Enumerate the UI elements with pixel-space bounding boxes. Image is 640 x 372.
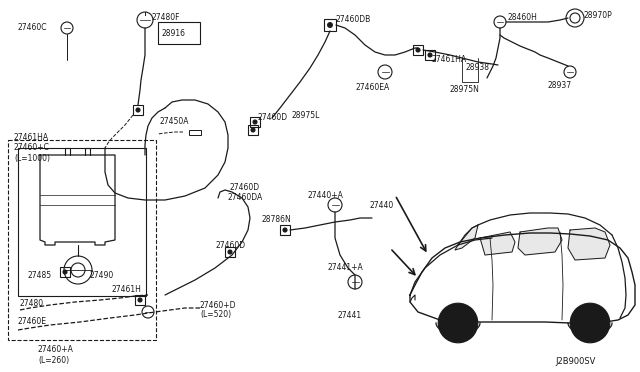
Polygon shape <box>568 228 610 260</box>
Circle shape <box>428 53 432 57</box>
Bar <box>18 148 146 296</box>
Circle shape <box>579 312 601 334</box>
Text: 27460C: 27460C <box>18 23 47 32</box>
Bar <box>135 295 145 305</box>
Text: 27461H: 27461H <box>112 285 142 295</box>
Circle shape <box>251 128 255 132</box>
Text: 27460DB: 27460DB <box>336 16 371 25</box>
Text: 27460DA: 27460DA <box>228 193 263 202</box>
Bar <box>225 247 235 257</box>
Text: 28916: 28916 <box>162 29 186 38</box>
Bar <box>60 267 70 277</box>
Text: 27460+C: 27460+C <box>14 144 50 153</box>
Text: 27440+A: 27440+A <box>308 192 344 201</box>
Text: 28970P: 28970P <box>584 10 612 19</box>
Text: 27460E: 27460E <box>18 317 47 327</box>
Bar <box>413 45 423 55</box>
Text: 27460+A: 27460+A <box>38 346 74 355</box>
Text: 27480F: 27480F <box>152 13 180 22</box>
Text: 27450A: 27450A <box>160 118 189 126</box>
Text: 28786N: 28786N <box>262 215 292 224</box>
Bar <box>280 225 290 235</box>
Bar <box>133 105 143 115</box>
Text: 27490: 27490 <box>90 270 115 279</box>
Circle shape <box>570 303 610 343</box>
Text: 27441: 27441 <box>338 311 362 320</box>
Text: J2B900SV: J2B900SV <box>555 357 595 366</box>
Circle shape <box>253 120 257 124</box>
Text: 28975L: 28975L <box>292 110 321 119</box>
Text: 27485: 27485 <box>28 270 52 279</box>
Text: 28937: 28937 <box>548 80 572 90</box>
Text: 27461HA: 27461HA <box>432 55 467 64</box>
Text: 27460+D: 27460+D <box>200 301 237 310</box>
Bar <box>8 140 156 340</box>
Bar <box>250 117 260 127</box>
Text: (L=260): (L=260) <box>38 356 69 365</box>
Circle shape <box>138 298 142 302</box>
Circle shape <box>136 108 140 112</box>
Text: 28460H: 28460H <box>508 13 538 22</box>
Text: (L=1000): (L=1000) <box>14 154 50 163</box>
Circle shape <box>438 303 478 343</box>
Bar <box>158 22 200 44</box>
Polygon shape <box>455 225 478 250</box>
Polygon shape <box>480 232 515 255</box>
Circle shape <box>283 228 287 232</box>
Circle shape <box>447 312 469 334</box>
Text: 27460D: 27460D <box>258 113 288 122</box>
Circle shape <box>63 270 67 274</box>
Text: 27460EA: 27460EA <box>355 83 389 93</box>
Bar <box>248 125 258 135</box>
Bar <box>189 129 201 135</box>
Text: 27460D: 27460D <box>230 183 260 192</box>
Text: 27460D: 27460D <box>215 241 245 250</box>
Circle shape <box>328 23 332 28</box>
Text: (L=520): (L=520) <box>200 311 231 320</box>
Text: 28975N: 28975N <box>450 86 480 94</box>
Text: 27461HA: 27461HA <box>14 134 49 142</box>
Circle shape <box>416 48 420 52</box>
Circle shape <box>228 250 232 254</box>
Text: 28938: 28938 <box>465 64 489 73</box>
Text: 27440: 27440 <box>370 201 394 209</box>
Bar <box>425 50 435 60</box>
Polygon shape <box>518 228 562 255</box>
Bar <box>324 19 336 31</box>
Text: 27480: 27480 <box>20 298 44 308</box>
Text: 27441+A: 27441+A <box>328 263 364 273</box>
